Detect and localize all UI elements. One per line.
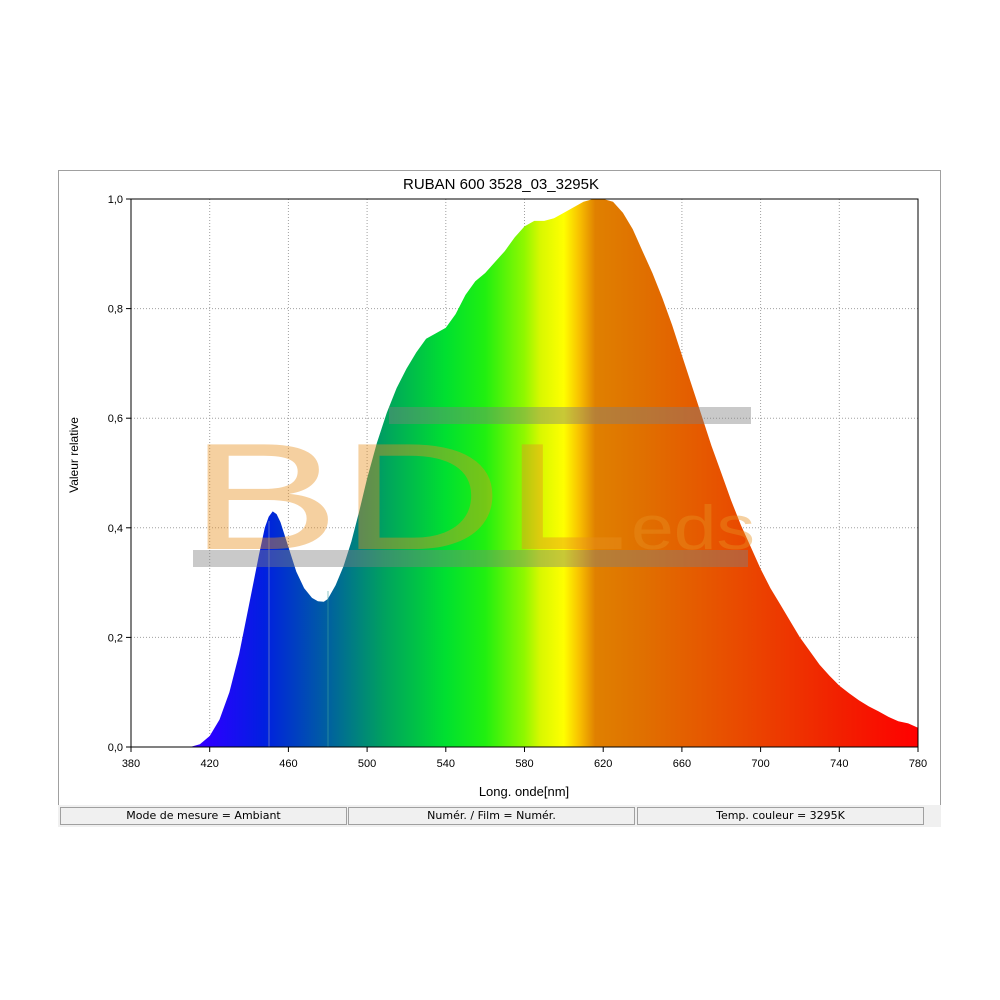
- y-tick-label: 0,6: [108, 413, 123, 425]
- chart-window: RUBAN 600 3528_03_3295K BDL eds 380 420 46…: [58, 170, 941, 827]
- svg-text:eds: eds: [631, 494, 755, 563]
- bdleds-watermark: BDL eds: [189, 407, 755, 582]
- svg-text:BDL: BDL: [189, 412, 629, 582]
- x-axis-label: Long. onde[nm]: [479, 784, 569, 799]
- x-tick-label: 700: [751, 758, 769, 770]
- status-color-temp: Temp. couleur = 3295K: [637, 807, 924, 825]
- status-measure-mode: Mode de mesure = Ambiant: [60, 807, 347, 825]
- status-bar: Mode de mesure = Ambiant Numér. / Film =…: [58, 805, 941, 827]
- y-axis: 0,0 0,2 0,4 0,6 0,8 1,0: [108, 194, 131, 754]
- x-tick-label: 620: [594, 758, 612, 770]
- y-tick-label: 0,8: [108, 304, 123, 316]
- chart-title: RUBAN 600 3528_03_3295K: [403, 176, 599, 193]
- spectrum-chart: RUBAN 600 3528_03_3295K BDL eds 380 420 46…: [67, 176, 927, 799]
- x-tick-label: 460: [279, 758, 297, 770]
- x-tick-label: 380: [122, 758, 140, 770]
- x-tick-label: 660: [673, 758, 691, 770]
- x-tick-label: 420: [201, 758, 219, 770]
- x-tick-label: 580: [515, 758, 533, 770]
- y-tick-label: 0,0: [108, 742, 123, 754]
- y-tick-label: 1,0: [108, 194, 123, 206]
- status-film: Numér. / Film = Numér.: [348, 807, 635, 825]
- x-axis: 380 420 460 500 540 580 620 660 700 740 780: [122, 747, 927, 770]
- x-tick-label: 540: [437, 758, 455, 770]
- x-tick-label: 500: [358, 758, 376, 770]
- y-tick-label: 0,4: [108, 523, 123, 535]
- x-tick-label: 740: [830, 758, 848, 770]
- x-tick-label: 780: [909, 758, 927, 770]
- y-tick-label: 0,2: [108, 632, 123, 644]
- y-axis-label: Valeur relative: [67, 417, 81, 493]
